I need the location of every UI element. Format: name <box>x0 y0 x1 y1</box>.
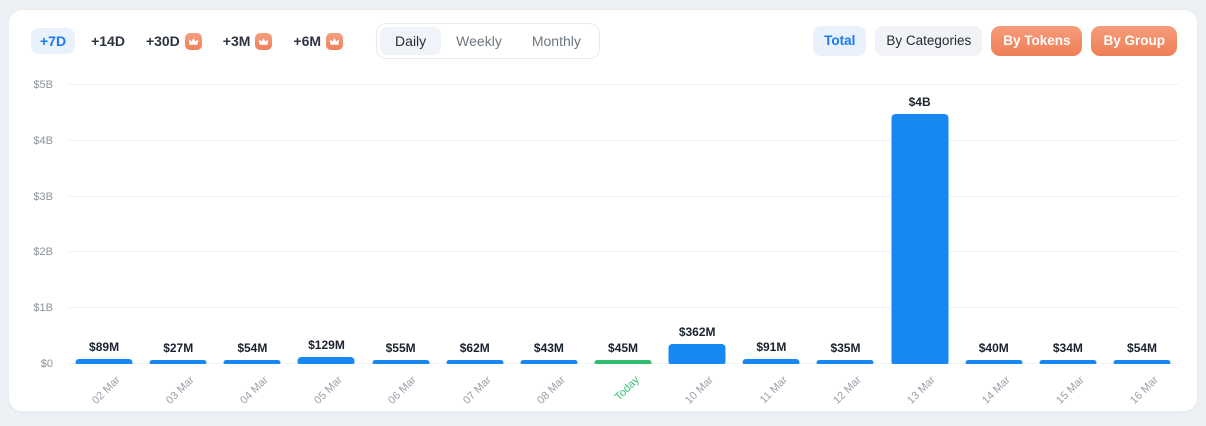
y-tick-label: $0 <box>40 358 53 370</box>
bar-column: $362M 10 Mar <box>660 85 734 407</box>
bar-15-mar[interactable] <box>1039 359 1097 364</box>
crown-icon <box>184 32 202 50</box>
gridline <box>67 251 1179 253</box>
bar-columns: $89M 02 Mar $27M 03 Mar $54M 04 Mar $129M 05 Ma… <box>67 85 1179 407</box>
bar-column: $129M 05 Mar <box>289 85 363 407</box>
bar-value-label: $89M <box>89 340 120 355</box>
range-3m-label: +3M <box>222 33 251 49</box>
toolbar: +7D +14D +30D +3M +6M <box>9 10 1197 59</box>
range-6m-label: +6M <box>293 33 322 49</box>
x-tick-label: 12 Mar <box>831 374 864 407</box>
bar-12-mar[interactable] <box>816 359 874 364</box>
bar-value-label: $4B <box>908 95 931 110</box>
bar-today[interactable] <box>594 359 652 364</box>
range-selector: +7D +14D +30D +3M +6M <box>31 28 348 55</box>
bar-column: $45M Today <box>586 85 660 403</box>
view-selector: Total By Categories By Tokens By Group <box>813 26 1177 56</box>
bar-13-mar[interactable] <box>891 114 949 364</box>
bar-column: $62M 07 Mar <box>438 85 512 407</box>
range-7d[interactable]: +7D <box>31 28 76 54</box>
range-30d-label: +30D <box>145 33 180 49</box>
x-tick-label: Today <box>612 374 642 404</box>
bar-column: $40M 14 Mar <box>957 85 1031 407</box>
bar-column: $27M 03 Mar <box>141 85 215 407</box>
bar-02-mar[interactable] <box>75 359 133 364</box>
bar-03-mar[interactable] <box>149 359 207 364</box>
view-by-group[interactable]: By Group <box>1091 26 1177 56</box>
granularity-daily[interactable]: Daily <box>380 27 442 55</box>
range-14d[interactable]: +14D <box>86 29 130 53</box>
crown-icon <box>255 32 273 50</box>
range-6m[interactable]: +6M <box>288 28 348 55</box>
bar-11-mar[interactable] <box>742 358 800 364</box>
range-30d[interactable]: +30D <box>141 28 207 55</box>
bar-08-mar[interactable] <box>520 359 578 364</box>
bar-10-mar[interactable] <box>668 343 726 364</box>
x-tick-label: 13 Mar <box>905 374 939 407</box>
bar-column: $91M 11 Mar <box>734 85 808 406</box>
x-tick-label: 05 Mar <box>312 374 345 407</box>
bar-value-label: $34M <box>1052 340 1083 355</box>
y-tick-label: $1B <box>33 302 53 315</box>
bar-value-label: $362M <box>678 324 716 339</box>
bar-column: $55M 06 Mar <box>364 85 438 407</box>
x-tick-label: 10 Mar <box>682 374 716 407</box>
bar-column: $4B 13 Mar <box>883 85 957 407</box>
bar-column: $89M 02 Mar <box>67 85 141 407</box>
bar-07-mar[interactable] <box>446 359 504 364</box>
view-by-tokens[interactable]: By Tokens <box>991 26 1083 56</box>
gridline <box>67 307 1179 309</box>
y-axis: $0 $1B $2B $3B $4B $5B <box>9 79 59 370</box>
bar-value-label: $91M <box>756 339 787 354</box>
bar-14-mar[interactable] <box>965 359 1023 364</box>
x-tick-label: 08 Mar <box>534 374 568 407</box>
x-tick-label: 04 Mar <box>238 374 271 407</box>
granularity-weekly[interactable]: Weekly <box>441 27 517 55</box>
bar-column: $34M 15 Mar <box>1031 85 1105 407</box>
x-tick-label: 03 Mar <box>164 374 197 407</box>
bar-value-label: $54M <box>1127 340 1158 355</box>
bar-value-label: $129M <box>308 337 345 352</box>
bar-value-label: $27M <box>163 340 194 355</box>
granularity-toggle: Daily Weekly Monthly <box>376 23 600 59</box>
chart-card: +7D +14D +30D +3M +6M <box>8 9 1198 412</box>
gridline <box>67 139 1179 141</box>
y-tick-label: $3B <box>33 190 53 203</box>
range-3m[interactable]: +3M <box>218 28 278 55</box>
x-tick-label: 15 Mar <box>1053 374 1087 407</box>
x-tick-label: 02 Mar <box>89 374 123 407</box>
bar-value-label: $35M <box>830 340 861 355</box>
bar-04-mar[interactable] <box>223 359 281 364</box>
bar-chart: $0 $1B $2B $3B $4B $5B $89M 02 Mar $27M 03 Mar $5… <box>9 79 1197 407</box>
x-tick-label: 06 Mar <box>386 374 420 407</box>
bar-06-mar[interactable] <box>372 359 430 364</box>
gridline <box>67 195 1179 197</box>
bar-value-label: $54M <box>237 340 268 355</box>
crown-icon <box>326 32 344 50</box>
y-tick-label: $5B <box>33 79 53 91</box>
x-tick-label: 07 Mar <box>460 374 494 407</box>
bar-column: $43M 08 Mar <box>512 85 586 407</box>
x-tick-label: 14 Mar <box>979 374 1013 407</box>
bar-value-label: $55M <box>385 340 416 355</box>
view-total[interactable]: Total <box>813 26 867 56</box>
y-tick-label: $4B <box>33 134 53 147</box>
bar-value-label: $40M <box>978 340 1009 355</box>
x-tick-label: 11 Mar <box>757 374 790 407</box>
bar-05-mar[interactable] <box>297 356 355 364</box>
view-by-categories[interactable]: By Categories <box>875 26 983 56</box>
bar-column: $54M 04 Mar <box>215 85 289 407</box>
y-tick-label: $2B <box>33 246 53 259</box>
bar-column: $54M 16 Mar <box>1105 85 1179 407</box>
bar-16-mar[interactable] <box>1113 359 1171 364</box>
gridline <box>67 84 1179 85</box>
x-tick-label: 16 Mar <box>1127 374 1161 407</box>
plot-area: $89M 02 Mar $27M 03 Mar $54M 04 Mar $129M 05 Ma… <box>67 84 1179 407</box>
bar-value-label: $45M <box>608 340 639 355</box>
bar-value-label: $62M <box>459 340 490 355</box>
bar-column: $35M 12 Mar <box>808 85 882 407</box>
bar-value-label: $43M <box>533 340 564 355</box>
granularity-monthly[interactable]: Monthly <box>517 27 596 55</box>
